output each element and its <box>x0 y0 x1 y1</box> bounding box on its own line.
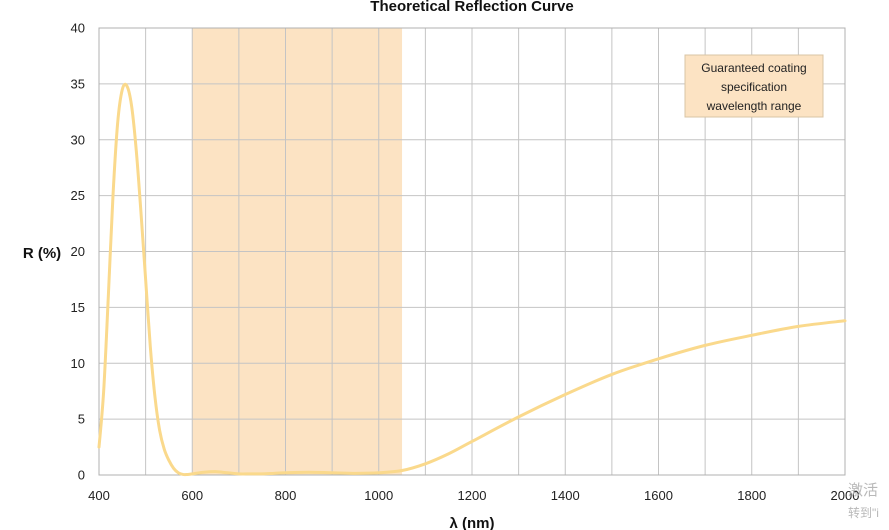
x-tick-label: 1800 <box>737 488 766 503</box>
x-tick-label: 1400 <box>551 488 580 503</box>
y-tick-label: 30 <box>71 132 85 147</box>
shaded-region-legend: Guaranteed coating specification wavelengt… <box>684 54 824 118</box>
x-tick-label: 400 <box>88 488 110 503</box>
x-tick-label: 800 <box>275 488 297 503</box>
chart-title: Theoretical Reflection Curve <box>370 0 573 15</box>
y-tick-label: 10 <box>71 356 85 371</box>
legend-text-line: specification <box>721 80 787 94</box>
y-tick-label: 0 <box>78 468 85 483</box>
y-axis-label: R (%) <box>23 245 61 262</box>
legend-box <box>684 54 824 118</box>
watermark-line1: 激活 <box>848 482 878 499</box>
y-tick-label: 25 <box>71 188 85 203</box>
y-tick-label: 5 <box>78 412 85 427</box>
x-tick-label: 2000 <box>831 488 860 503</box>
legend-text-line: wavelength range <box>706 99 802 113</box>
y-tick-label: 35 <box>71 76 85 91</box>
x-tick-label: 1200 <box>458 488 487 503</box>
x-tick-label: 600 <box>181 488 203 503</box>
legend-text-line: Guaranteed coating <box>701 61 806 75</box>
y-tick-label: 15 <box>71 300 85 315</box>
plot-frame <box>98 27 846 476</box>
y-tick-label: 20 <box>71 244 85 259</box>
watermark-line2: 转到"i <box>848 505 879 520</box>
x-tick-label: 1000 <box>364 488 393 503</box>
x-axis-label: λ (nm) <box>450 515 495 530</box>
y-tick-label: 40 <box>71 21 85 36</box>
reflection-curve-line <box>97 82 847 477</box>
x-tick-label: 1600 <box>644 488 673 503</box>
